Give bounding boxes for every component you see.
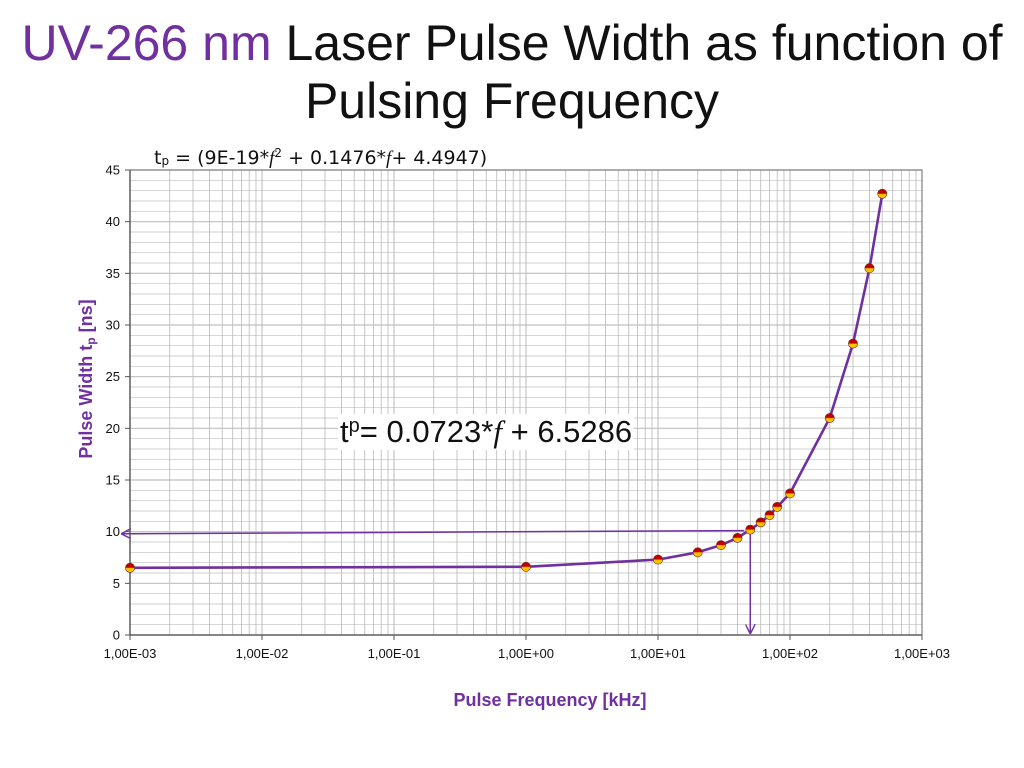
data-point	[764, 510, 775, 521]
x-tick-label: 1,00E-02	[236, 646, 289, 661]
eq-main-f: f	[493, 414, 502, 449]
y-tick-label: 25	[106, 369, 120, 384]
y-tick-label: 30	[106, 318, 120, 333]
y-label-unit: [ns]	[76, 299, 96, 338]
x-axis-label: Pulse Frequency [kHz]	[453, 690, 647, 710]
data-point	[745, 524, 756, 535]
y-tick-label: 5	[113, 576, 120, 591]
eq-top-a: = (9E-19*	[169, 147, 270, 169]
page-title: UV-266 nm Laser Pulse Width as function …	[0, 14, 1024, 130]
eq-top-lhs: t	[154, 147, 162, 169]
x-tick-label: 1,00E+03	[894, 646, 950, 661]
y-tick-label: 15	[106, 473, 120, 488]
y-label-main: Pulse Width t	[76, 344, 96, 459]
x-tick-label: 1,00E-01	[368, 646, 421, 661]
eq-top-sub: p	[161, 154, 170, 168]
tick-label-layer: 0 5 10 15 20 25 30 35 40 45 1,00E-03 1,00E-02 1,00E-…	[104, 163, 950, 662]
eq-top-b: + 0.1476*	[282, 147, 387, 169]
data-point	[848, 338, 858, 349]
y-tick-label: 45	[106, 163, 120, 178]
annotation-layer	[122, 530, 750, 633]
y-tick-label: 0	[113, 628, 120, 643]
x-tick-label: 1,00E-03	[104, 646, 157, 661]
eq-main-b: + 6.5286	[501, 414, 633, 449]
title-rest: Laser Pulse Width as function of Pulsing…	[271, 15, 1003, 129]
data-point	[732, 532, 743, 543]
y-tick-label: 40	[106, 214, 120, 229]
data-point	[772, 501, 783, 512]
x-tick-label: 1,00E+01	[630, 646, 686, 661]
x-tick-label: 1,00E+02	[762, 646, 818, 661]
x-tick-label: 1,00E+00	[498, 646, 554, 661]
data-point	[864, 263, 875, 274]
annotation-arrow	[122, 531, 745, 534]
eq-main-a: = 0.0723*	[359, 414, 494, 449]
title-accent: UV-266 nm	[21, 15, 272, 71]
eq-main-sub: p	[348, 415, 360, 437]
data-point	[824, 413, 835, 423]
series-layer	[125, 188, 888, 573]
quadratic-fit-equation: tp = (9E-19*f2 + 0.1476*f+ 4.4947)	[154, 146, 487, 170]
data-point	[521, 561, 531, 572]
eq-top-f2: f	[386, 148, 392, 169]
data-point	[877, 188, 888, 199]
data-point	[692, 547, 703, 558]
eq-main-lhs: t	[340, 414, 349, 449]
data-point	[125, 562, 135, 573]
y-axis-label: Pulse Width tp [ns]	[76, 269, 98, 489]
axes-layer	[125, 169, 923, 640]
eq-top-f1: f	[269, 148, 275, 169]
y-label-sub: p	[84, 337, 98, 345]
eq-top-sup: 2	[274, 146, 283, 160]
y-tick-label: 10	[106, 524, 120, 539]
data-point	[653, 554, 663, 565]
data-point	[755, 517, 766, 528]
data-point	[785, 488, 795, 499]
linear-fit-equation: tp= 0.0723*f + 6.5286	[338, 414, 635, 450]
y-tick-label: 35	[106, 266, 120, 281]
eq-top-c: + 4.4947)	[391, 147, 488, 169]
y-tick-label: 20	[106, 421, 120, 436]
data-point	[716, 540, 726, 550]
